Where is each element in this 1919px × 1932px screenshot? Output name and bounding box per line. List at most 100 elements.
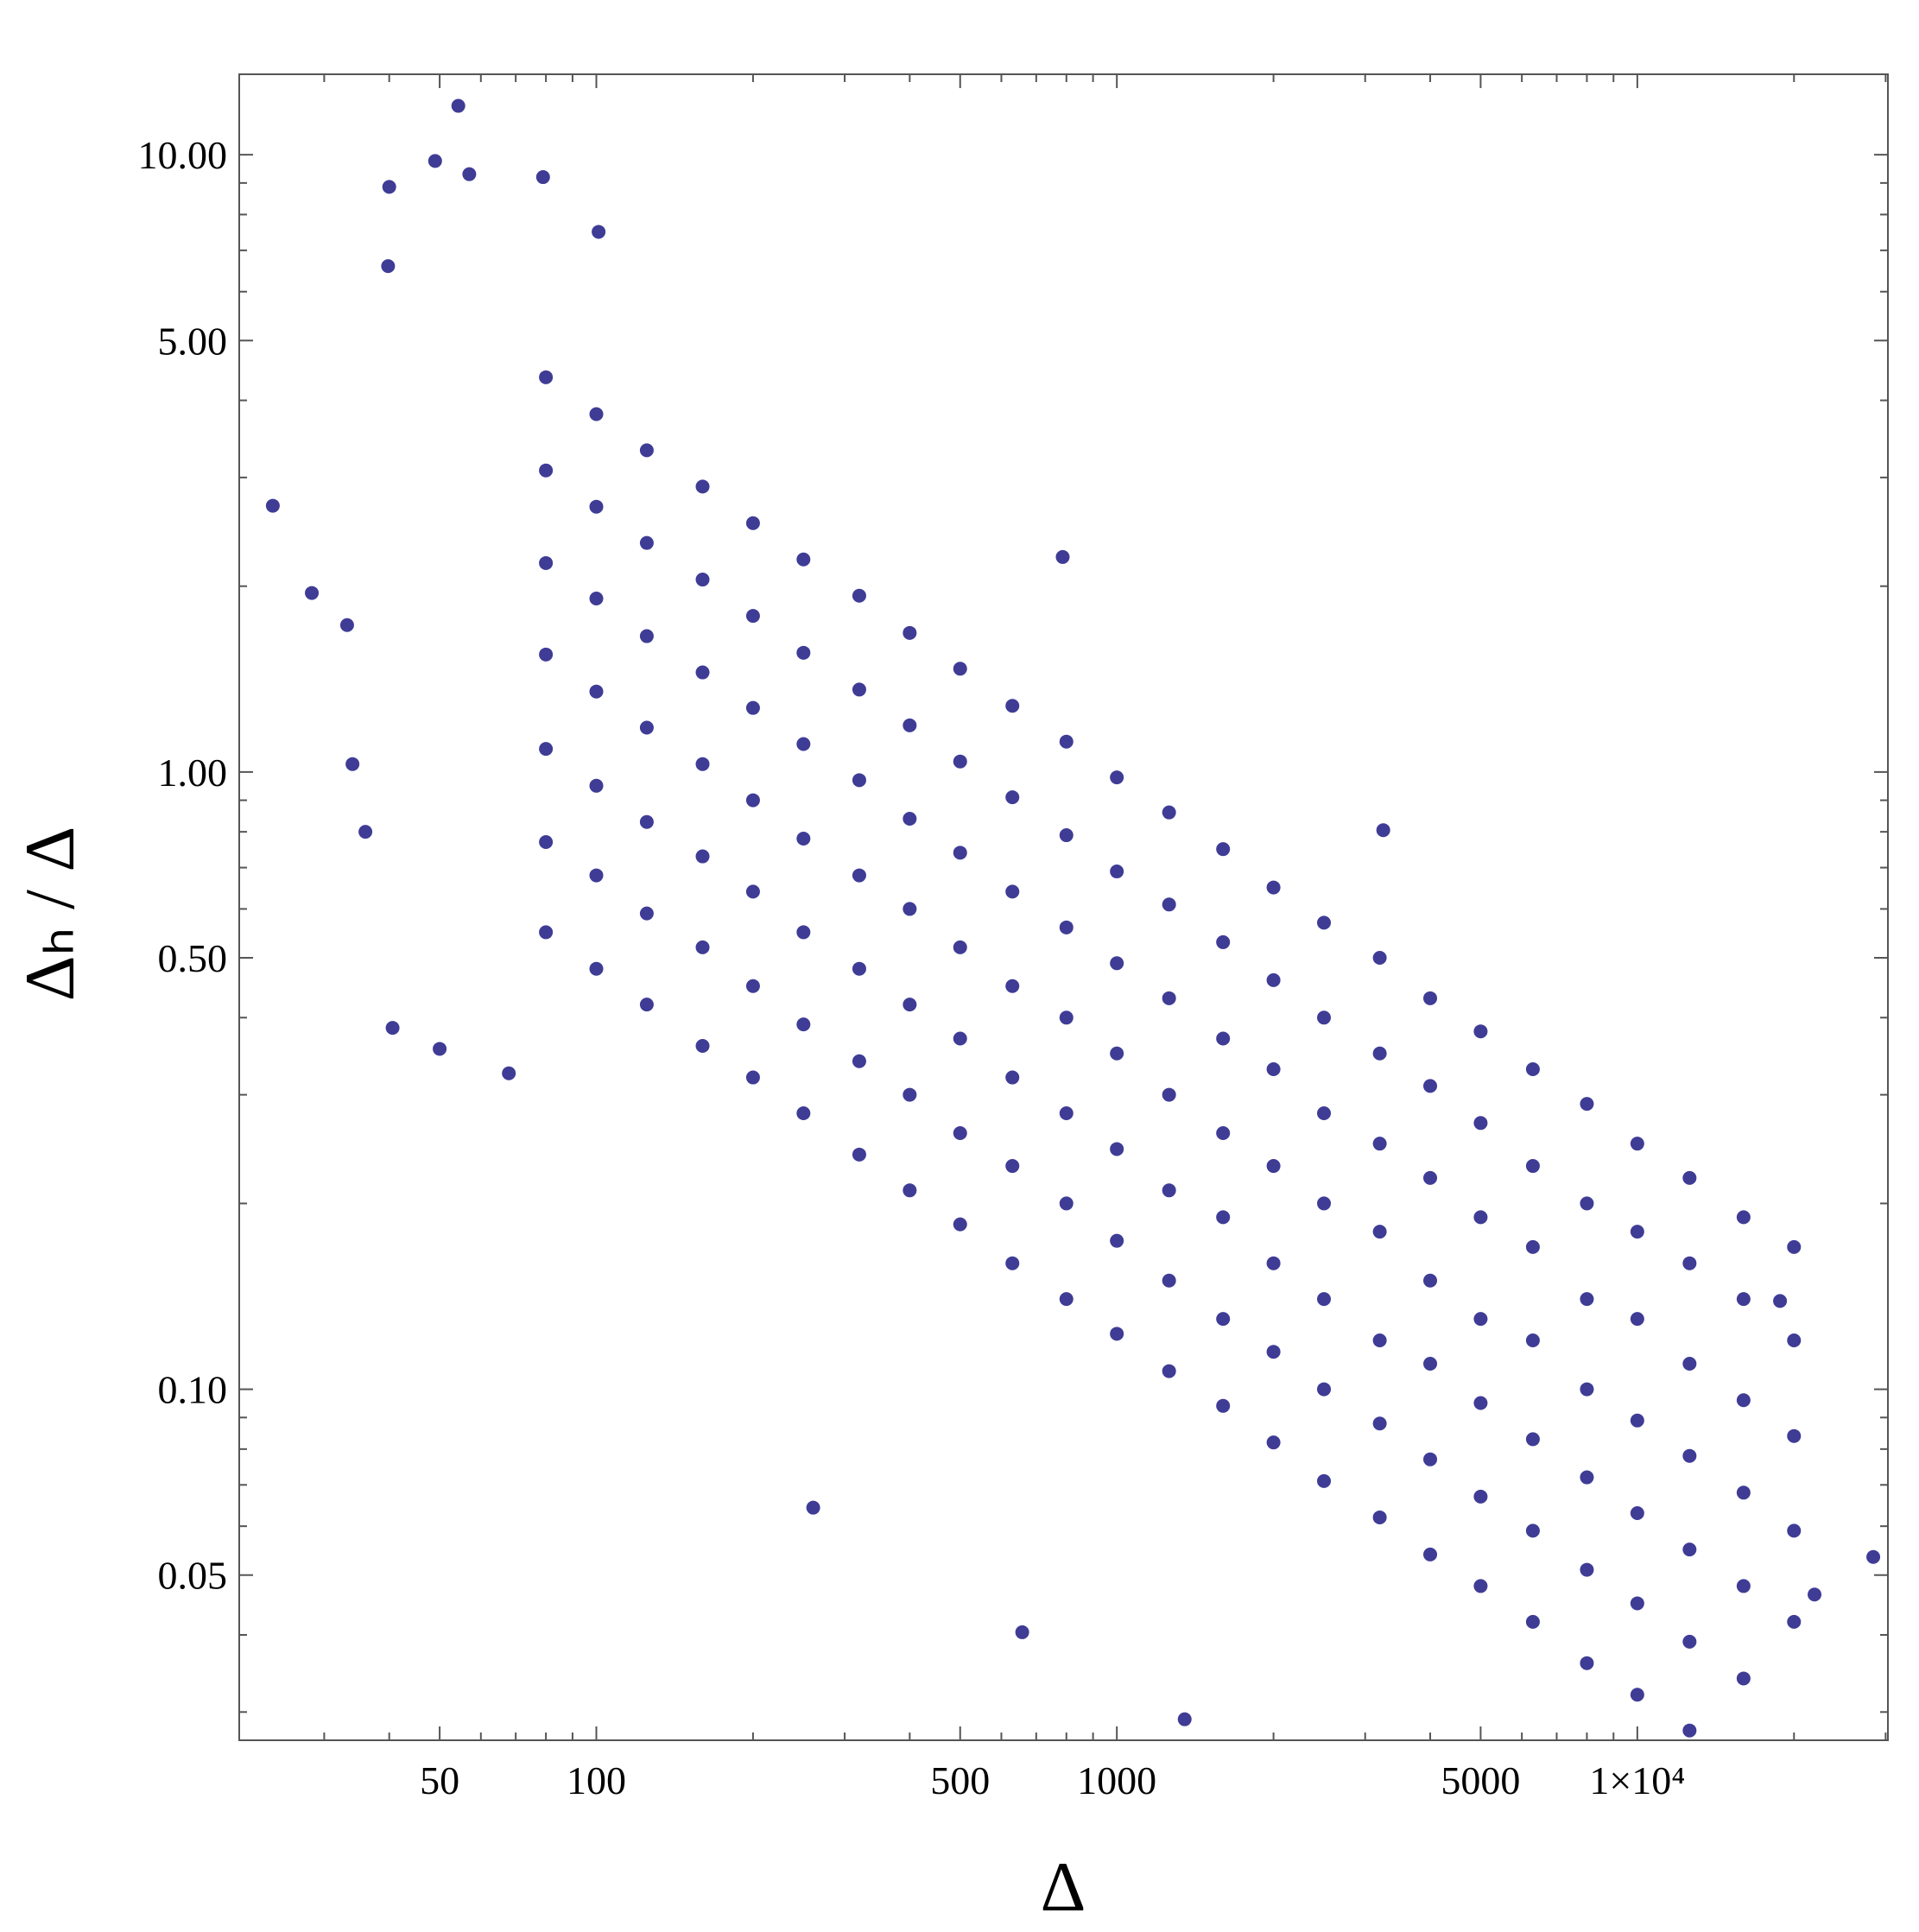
point	[1005, 790, 1020, 805]
point	[902, 811, 917, 826]
point	[1372, 1333, 1387, 1347]
point	[953, 1217, 967, 1232]
point	[1682, 1542, 1697, 1557]
point	[1216, 934, 1231, 949]
point	[1787, 1614, 1802, 1629]
point	[796, 645, 811, 660]
point	[1525, 1614, 1540, 1629]
point	[796, 1105, 811, 1120]
point	[1110, 956, 1124, 971]
point	[902, 1087, 917, 1102]
point	[796, 831, 811, 846]
point	[589, 684, 604, 699]
point	[902, 1183, 917, 1198]
point	[1317, 1292, 1332, 1307]
point	[695, 665, 710, 680]
point	[382, 180, 396, 194]
point	[902, 902, 917, 916]
point	[796, 1017, 811, 1032]
point	[745, 979, 760, 993]
point	[1580, 1382, 1594, 1397]
point	[639, 814, 654, 829]
point	[639, 998, 654, 1012]
point	[1162, 897, 1176, 912]
point	[852, 773, 866, 788]
point	[1317, 1105, 1332, 1120]
point	[1059, 1010, 1074, 1025]
point	[1015, 1625, 1029, 1639]
point	[1787, 1239, 1802, 1254]
point	[695, 1038, 710, 1053]
point	[589, 868, 604, 883]
point	[1059, 1105, 1074, 1120]
point	[745, 793, 760, 808]
point	[589, 592, 604, 606]
point	[852, 588, 866, 603]
point	[953, 940, 967, 954]
point	[1162, 1273, 1176, 1288]
point	[1736, 1393, 1751, 1408]
point	[1005, 979, 1020, 993]
point	[1736, 1671, 1751, 1686]
y-tick-label: 0.10	[158, 1368, 228, 1412]
point	[1266, 1256, 1281, 1270]
points	[265, 98, 1881, 1738]
point	[1736, 1579, 1751, 1593]
point	[639, 535, 654, 550]
point	[1317, 915, 1332, 930]
point	[953, 1031, 967, 1046]
point	[1473, 1024, 1488, 1039]
point	[1682, 1634, 1697, 1649]
point	[1110, 1327, 1124, 1341]
point	[806, 1500, 820, 1515]
point	[1059, 828, 1074, 843]
point	[796, 925, 811, 940]
point	[1682, 1357, 1697, 1371]
y-axis-label: Δₕ / Δ	[10, 827, 89, 1001]
point	[535, 170, 550, 185]
point	[1372, 1046, 1387, 1061]
point	[852, 1147, 866, 1162]
point	[639, 443, 654, 458]
point	[1266, 1435, 1281, 1450]
point	[852, 1054, 866, 1068]
point	[1317, 1196, 1332, 1211]
point	[1866, 1549, 1881, 1564]
point	[1808, 1587, 1822, 1602]
point	[1005, 1159, 1020, 1174]
point	[1162, 1087, 1176, 1102]
point	[1005, 1070, 1020, 1085]
point	[1317, 1382, 1332, 1397]
point	[345, 757, 360, 771]
point	[1580, 1097, 1594, 1112]
point	[1580, 1562, 1594, 1577]
point	[1423, 1170, 1438, 1185]
point	[1110, 1046, 1124, 1061]
point	[1423, 1547, 1438, 1561]
point	[1216, 842, 1231, 857]
point	[502, 1066, 516, 1080]
point	[1376, 823, 1390, 838]
point	[589, 778, 604, 793]
point	[1055, 549, 1070, 564]
plot-frame	[238, 73, 1889, 1741]
x-tick-label: 5000	[1441, 1758, 1520, 1802]
point	[1525, 1432, 1540, 1447]
point	[1473, 1116, 1488, 1131]
point	[745, 884, 760, 899]
point	[1423, 1273, 1438, 1288]
point	[1630, 1596, 1644, 1611]
y-tick-label: 1.00	[158, 751, 228, 795]
y-tick-label: 5.00	[158, 319, 228, 363]
point	[953, 754, 967, 769]
point	[1682, 1170, 1697, 1185]
point	[1423, 1452, 1438, 1466]
point	[1423, 991, 1438, 1005]
point	[1787, 1428, 1802, 1443]
point	[385, 1021, 400, 1036]
point	[265, 498, 280, 513]
point	[1110, 770, 1124, 785]
point	[1630, 1413, 1644, 1428]
point	[1216, 1210, 1231, 1225]
